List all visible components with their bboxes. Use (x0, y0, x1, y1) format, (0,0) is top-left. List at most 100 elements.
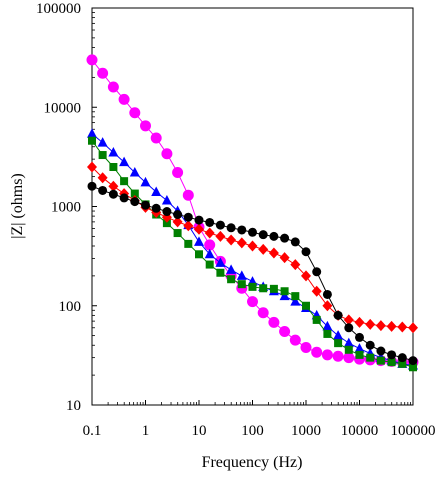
data-point (387, 358, 396, 367)
series-layer (86, 54, 419, 372)
data-point (205, 217, 215, 227)
y-tick-label: 1000 (51, 200, 81, 216)
data-point (366, 353, 375, 362)
data-point (365, 340, 375, 350)
data-point (130, 189, 139, 198)
data-point (290, 259, 301, 271)
x-axis: 0.1 1 10 100 1000 10000 100000 (83, 400, 436, 439)
data-point (301, 270, 311, 282)
data-point (161, 148, 173, 160)
data-point (141, 200, 150, 210)
data-point (87, 181, 97, 191)
data-point (87, 161, 97, 173)
data-point (323, 329, 332, 338)
data-point (354, 316, 365, 328)
x-tick-label: 100 (241, 423, 264, 439)
data-point (236, 270, 247, 280)
data-point (269, 231, 279, 241)
data-point (311, 285, 322, 297)
data-point (354, 343, 365, 353)
data-point (227, 275, 236, 284)
data-point (312, 315, 321, 324)
data-point (215, 230, 226, 242)
data-point (120, 177, 129, 186)
data-point (248, 282, 257, 291)
data-point (333, 330, 344, 340)
data-point (376, 346, 386, 356)
data-point (312, 267, 322, 277)
data-point (237, 225, 247, 235)
data-point (280, 287, 289, 296)
data-point (279, 326, 291, 338)
data-point (204, 248, 215, 259)
data-point (344, 345, 353, 354)
data-point (226, 223, 236, 233)
data-point (301, 247, 311, 257)
data-point (97, 172, 108, 184)
plot-frame (91, 7, 414, 406)
data-point (257, 307, 269, 319)
x-tick-label: 100000 (391, 423, 436, 439)
data-point (215, 220, 225, 230)
x-tick-label: 1 (142, 423, 150, 439)
data-point (248, 227, 257, 237)
series-line (91, 59, 413, 363)
data-point (321, 349, 333, 361)
y-tick-label: 100000 (36, 1, 81, 17)
y-tick-label: 100 (59, 299, 82, 315)
data-point (97, 67, 109, 79)
y-tick-label: 10000 (44, 100, 82, 116)
data-point (334, 339, 343, 348)
data-point (204, 227, 215, 239)
data-point (322, 300, 333, 312)
data-point (237, 280, 246, 289)
data-point (150, 132, 162, 144)
data-point (247, 296, 258, 308)
data-point (355, 350, 364, 359)
data-point (409, 363, 417, 372)
data-point (215, 257, 226, 267)
data-point (98, 151, 107, 160)
data-point (172, 216, 183, 228)
data-point (184, 239, 193, 248)
data-point (194, 236, 204, 246)
y-axis: 10 100 1000 10000 100000 (36, 1, 97, 414)
data-point (205, 260, 214, 269)
data-point (162, 219, 171, 228)
data-point (268, 247, 279, 259)
data-point (86, 54, 98, 66)
data-point (300, 341, 312, 353)
data-point (109, 163, 118, 172)
data-point (194, 223, 204, 235)
data-point (258, 243, 269, 255)
data-point (302, 301, 310, 310)
y-tick-label: 10 (66, 398, 81, 414)
data-point (375, 320, 386, 332)
data-point (108, 189, 118, 199)
data-point (195, 250, 203, 259)
data-point (408, 356, 418, 366)
data-point (108, 180, 119, 192)
data-point (268, 316, 280, 328)
data-point (344, 323, 354, 333)
data-point (140, 120, 151, 132)
data-point (247, 240, 258, 252)
series-3 (87, 161, 418, 334)
data-point (258, 230, 268, 240)
data-point (97, 137, 108, 147)
data-point (173, 229, 182, 238)
data-point (289, 334, 301, 346)
data-point (291, 292, 300, 301)
x-tick-label: 1000 (291, 423, 321, 439)
data-point (322, 289, 332, 299)
data-point (259, 284, 268, 293)
data-point (355, 332, 364, 342)
data-point (397, 321, 408, 333)
series-2 (88, 136, 417, 372)
data-point (280, 233, 290, 243)
data-point (343, 352, 355, 364)
data-point (182, 189, 194, 201)
y-axis-title: |Z| (ohms) (9, 173, 26, 239)
data-point (204, 239, 216, 251)
